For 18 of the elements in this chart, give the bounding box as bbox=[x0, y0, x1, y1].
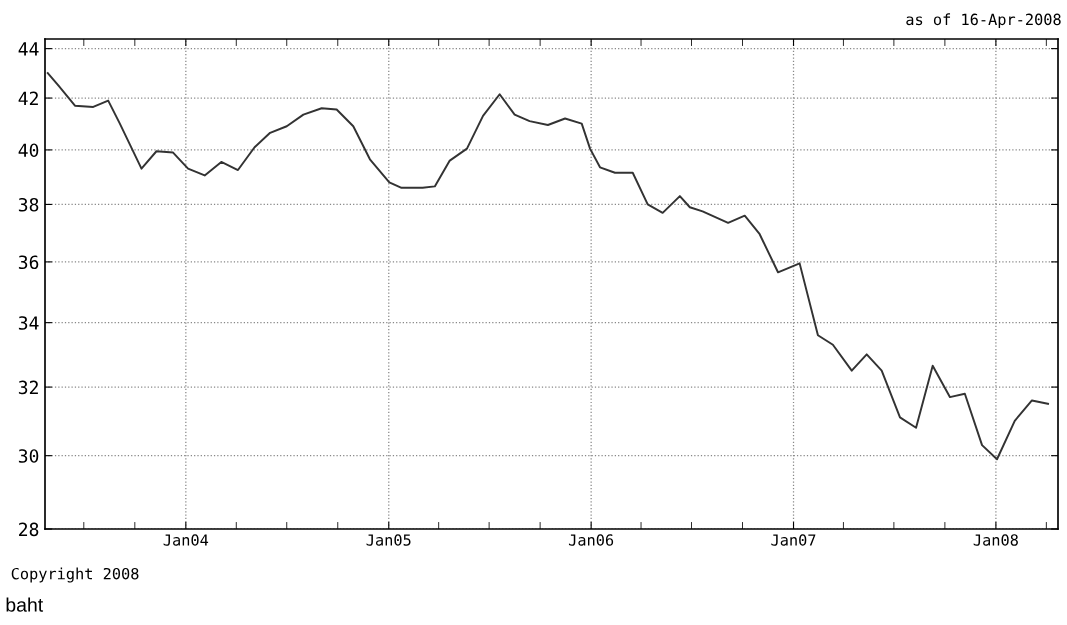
x-tick-label: Jan05 bbox=[366, 534, 411, 546]
x-tick-label: Jan06 bbox=[568, 534, 614, 546]
y-tick-label: 38 bbox=[18, 197, 39, 212]
y-tick-label: 34 bbox=[18, 316, 39, 330]
y-tick-label: 42 bbox=[18, 91, 38, 105]
y-tick-label: 36 bbox=[18, 255, 39, 270]
text: as of 16-Apr-2008 bbox=[906, 13, 1061, 29]
text: Copyright 2008 bbox=[11, 567, 139, 583]
x-tick-label: Jan07 bbox=[771, 534, 816, 546]
y-tick-label: 28 bbox=[19, 522, 39, 537]
x-tick-label: Jan08 bbox=[973, 534, 1018, 546]
y-tick-label: 30 bbox=[18, 449, 39, 463]
text: baht bbox=[6, 597, 44, 612]
y-tick-label: 32 bbox=[18, 380, 38, 395]
y-tick-label: 40 bbox=[18, 143, 39, 158]
x-tick-label: Jan04 bbox=[163, 534, 209, 546]
y-tick-label: 44 bbox=[18, 42, 39, 56]
line-series bbox=[46, 72, 1049, 461]
